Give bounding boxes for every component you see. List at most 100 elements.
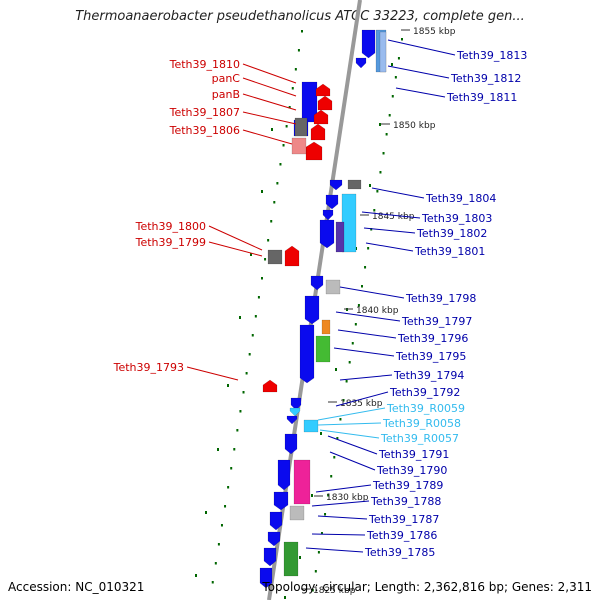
gene-block[interactable] bbox=[294, 117, 308, 137]
scale-label: 1855 kbp bbox=[413, 27, 456, 37]
leader-line bbox=[242, 93, 297, 111]
leader-line bbox=[315, 484, 372, 493]
gene-block[interactable] bbox=[347, 179, 362, 190]
gene-forward[interactable] bbox=[299, 324, 315, 384]
gene-reverse[interactable] bbox=[315, 83, 331, 97]
gene-label-right[interactable]: Teth39_1797 bbox=[401, 315, 472, 328]
gene-label-left[interactable]: Teth39_1799 bbox=[135, 236, 206, 249]
gene-forward[interactable] bbox=[259, 567, 273, 589]
gene-block[interactable] bbox=[325, 279, 341, 295]
gene-label-right[interactable]: Teth39_1787 bbox=[368, 513, 439, 526]
gene-forward[interactable] bbox=[355, 57, 367, 69]
gene-label-right[interactable]: Teth39_1790 bbox=[376, 464, 447, 477]
scale-label: 1825 kbp bbox=[313, 586, 356, 596]
leader-line bbox=[339, 374, 393, 381]
gene-block[interactable] bbox=[335, 221, 345, 253]
gene-label-right[interactable]: Teth39_1801 bbox=[414, 245, 485, 258]
leader-line bbox=[311, 533, 366, 536]
gene-block[interactable] bbox=[267, 249, 283, 265]
gene-label-right[interactable]: Teth39_1803 bbox=[421, 212, 492, 225]
gene-block[interactable] bbox=[283, 541, 299, 577]
gene-forward[interactable] bbox=[322, 209, 334, 221]
gene-label-right[interactable]: Teth39_1811 bbox=[446, 91, 517, 104]
gene-reverse[interactable] bbox=[284, 245, 300, 267]
gene-label-right[interactable]: Teth39_1796 bbox=[397, 332, 468, 345]
gene-rna[interactable] bbox=[289, 407, 301, 417]
gene-label-right[interactable]: Teth39_1789 bbox=[372, 479, 443, 492]
leader-line bbox=[335, 391, 389, 407]
leader-line bbox=[387, 65, 450, 79]
gene-label-right[interactable]: Teth39_1794 bbox=[393, 369, 464, 382]
gene-forward[interactable] bbox=[269, 511, 283, 531]
gene-forward[interactable] bbox=[304, 295, 320, 325]
gene-block[interactable] bbox=[315, 335, 331, 363]
gene-forward[interactable] bbox=[277, 459, 291, 491]
gene-label-left[interactable]: Teth39_1800 bbox=[135, 220, 206, 233]
gene-label-right[interactable]: Teth39_R0059 bbox=[386, 402, 465, 415]
gene-forward[interactable] bbox=[286, 415, 298, 425]
gene-label-right[interactable]: Teth39_1785 bbox=[364, 546, 435, 559]
leader-line bbox=[339, 286, 405, 299]
gene-label-right[interactable]: Teth39_1798 bbox=[405, 292, 476, 305]
gene-forward[interactable] bbox=[263, 547, 277, 567]
topology-label: Topology: circular; Length: 2,362,816 bp… bbox=[262, 580, 592, 594]
leader-line bbox=[317, 422, 382, 426]
gene-rna[interactable] bbox=[303, 419, 319, 433]
leader-line bbox=[311, 500, 370, 507]
gene-label-left[interactable]: panB bbox=[212, 88, 240, 101]
gene-label-right[interactable]: Teth39_1791 bbox=[378, 448, 449, 461]
gene-label-left[interactable]: Teth39_1806 bbox=[169, 124, 240, 137]
gene-forward[interactable] bbox=[310, 275, 324, 291]
scale-label: 1845 kbp bbox=[372, 212, 415, 222]
leader-line bbox=[242, 77, 297, 97]
gene-label-right[interactable]: Teth39_R0057 bbox=[380, 432, 459, 445]
gene-forward[interactable] bbox=[267, 531, 281, 547]
gene-label-right[interactable]: Teth39_1788 bbox=[370, 495, 441, 508]
gene-reverse[interactable] bbox=[305, 141, 323, 161]
gene-label-right[interactable]: Teth39_1795 bbox=[395, 350, 466, 363]
leader-line bbox=[319, 429, 380, 439]
gene-forward[interactable] bbox=[325, 194, 339, 210]
gene-block[interactable] bbox=[321, 319, 331, 335]
gene-forward[interactable] bbox=[290, 397, 302, 411]
leader-line bbox=[186, 366, 239, 381]
leader-line bbox=[305, 547, 364, 553]
gene-reverse[interactable] bbox=[317, 95, 333, 111]
leader-line bbox=[317, 407, 386, 421]
leader-line bbox=[242, 129, 293, 145]
gene-reverse[interactable] bbox=[313, 109, 329, 125]
leader-line bbox=[361, 211, 421, 219]
gene-forward[interactable] bbox=[284, 433, 298, 455]
gene-forward[interactable] bbox=[273, 491, 289, 511]
gene-forward[interactable] bbox=[361, 29, 376, 59]
gene-label-right[interactable]: Teth39_1792 bbox=[389, 386, 460, 399]
gene-label-left[interactable]: Teth39_1807 bbox=[169, 106, 240, 119]
leader-line bbox=[208, 241, 263, 257]
leader-line bbox=[371, 187, 425, 199]
gene-reverse[interactable] bbox=[310, 123, 326, 141]
leader-line bbox=[208, 225, 263, 251]
gene-label-left[interactable]: Teth39_1810 bbox=[169, 58, 240, 71]
gene-label-left[interactable]: Teth39_1793 bbox=[113, 361, 184, 374]
leader-line bbox=[363, 227, 416, 234]
gene-forward[interactable] bbox=[329, 179, 343, 191]
leader-line bbox=[335, 311, 401, 322]
gene-label-right[interactable]: Teth39_1804 bbox=[425, 192, 496, 205]
leader-line bbox=[242, 63, 297, 84]
gene-block[interactable] bbox=[291, 137, 307, 155]
gene-label-left[interactable]: panC bbox=[212, 72, 241, 85]
gene-label-right[interactable]: Teth39_1802 bbox=[416, 227, 487, 240]
gene-label-right[interactable]: Teth39_1813 bbox=[456, 49, 527, 62]
gene-block[interactable] bbox=[379, 31, 387, 73]
gene-block[interactable] bbox=[293, 459, 311, 505]
gene-block[interactable] bbox=[289, 505, 305, 521]
gene-label-right[interactable]: Teth39_1786 bbox=[366, 529, 437, 542]
gene-label-right[interactable]: Teth39_1812 bbox=[450, 72, 521, 85]
gene-reverse[interactable] bbox=[262, 379, 278, 393]
leader-line bbox=[333, 347, 395, 357]
gene-label-right[interactable]: Teth39_R0058 bbox=[382, 417, 461, 430]
leader-line bbox=[327, 435, 378, 455]
gene-forward[interactable] bbox=[319, 219, 335, 249]
scale-label: 1850 kbp bbox=[393, 121, 436, 131]
scale-label: 1830 kbp bbox=[326, 493, 369, 503]
